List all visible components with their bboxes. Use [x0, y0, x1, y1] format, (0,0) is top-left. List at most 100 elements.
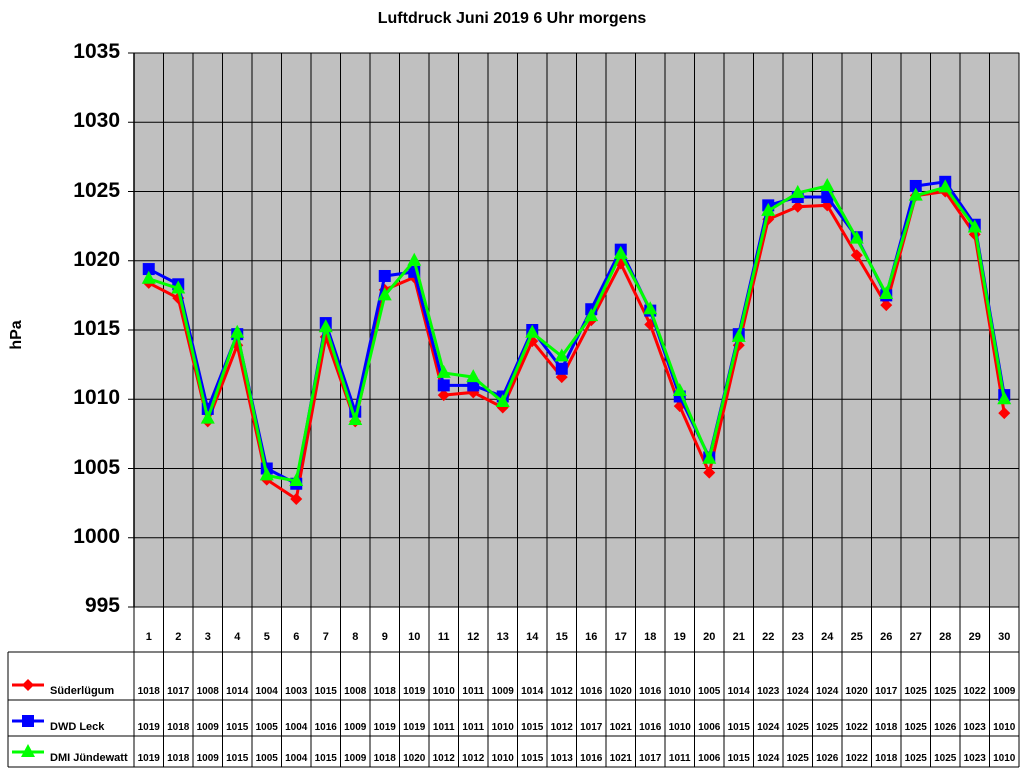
category-label: 24: [821, 631, 834, 643]
category-label: 2: [175, 631, 181, 643]
table-cell-value: 1025: [905, 686, 928, 697]
table-cell-value: 1022: [846, 753, 869, 764]
table-cell-value: 1025: [905, 753, 928, 764]
table-cell-value: 1018: [167, 722, 190, 733]
table-cell-value: 1003: [285, 686, 308, 697]
triangle-marker-icon: [584, 308, 599, 322]
table-cell-value: 1018: [374, 686, 397, 697]
table-cell-value: 1014: [521, 686, 544, 697]
triangle-marker-icon: [466, 369, 481, 383]
category-label: 21: [733, 631, 745, 643]
category-label: 15: [556, 631, 568, 643]
table-cell-value: 1009: [993, 686, 1016, 697]
table-cell-value: 1015: [728, 722, 751, 733]
triangle-marker-icon: [318, 319, 333, 333]
category-label: 20: [703, 631, 715, 643]
legend-label: DMI Jündewatt: [50, 752, 128, 764]
data-table: 1 2 3 4 5 6 7 8 9 10 11 12 13 14 15 16 17 18 19 20 21 22 23 24 2…: [7, 607, 1020, 768]
table-cell-value: 1012: [462, 753, 485, 764]
table-cell-value: 1006: [698, 722, 721, 733]
table-cell-value: 1005: [698, 686, 721, 697]
table-cell-value: 1018: [875, 753, 898, 764]
square-marker-icon: [467, 379, 480, 392]
table-cell-value: 1019: [138, 722, 161, 733]
table-cell-value: 1017: [639, 753, 662, 764]
category-label: 23: [792, 631, 804, 643]
table-cell-value: 1019: [138, 753, 161, 764]
table-cell-value: 1024: [787, 686, 810, 697]
category-label: 29: [969, 631, 981, 643]
triangle-marker-icon: [436, 364, 451, 378]
table-cell-value: 1016: [639, 722, 662, 733]
category-label: 3: [205, 631, 211, 643]
table-cell-value: 1024: [757, 753, 780, 764]
square-marker-icon: [555, 362, 568, 375]
triangle-marker-icon: [495, 394, 510, 408]
table-cell-value: 1011: [669, 753, 691, 764]
table-cell-value: 1022: [846, 722, 869, 733]
category-label: 28: [939, 631, 951, 643]
category-label: 22: [762, 631, 774, 643]
table-cell-value: 1021: [610, 753, 633, 764]
table-cell-value: 1010: [492, 722, 515, 733]
triangle-marker-icon: [820, 177, 835, 191]
table-cell-value: 1025: [787, 753, 810, 764]
category-label: 1: [146, 631, 152, 643]
table-cell-value: 1016: [639, 686, 662, 697]
category-label: 8: [352, 631, 358, 643]
category-label: 11: [438, 631, 450, 643]
square-marker-icon: [142, 263, 155, 276]
diamond-marker-icon: [850, 249, 863, 262]
category-label: 5: [264, 631, 270, 643]
series-line: [148, 184, 1006, 483]
diamond-marker-icon: [880, 299, 893, 312]
table-cell-value: 1019: [403, 722, 426, 733]
table-cell-value: 1005: [256, 722, 279, 733]
triangle-marker-icon: [289, 472, 304, 486]
y-tick-label: 1005: [73, 455, 120, 479]
table-cell-value: 1010: [669, 686, 692, 697]
table-cell-value: 1009: [344, 753, 367, 764]
table-cell-value: 1021: [610, 722, 633, 733]
table-cell-value: 1015: [521, 753, 544, 764]
table-cell-value: 1015: [521, 722, 544, 733]
table-cell-value: 1017: [580, 722, 603, 733]
triangle-marker-icon: [525, 324, 540, 338]
table-cell-value: 1004: [256, 686, 279, 697]
table-cell-value: 1017: [875, 686, 898, 697]
category-label: 19: [674, 631, 686, 643]
diamond-marker-icon: [703, 466, 716, 479]
table-cell-value: 1023: [757, 686, 780, 697]
triangle-marker-icon: [407, 252, 422, 266]
table-cell-value: 1008: [344, 686, 367, 697]
y-tick-label: 1035: [73, 40, 120, 63]
table-cell-value: 1019: [403, 686, 426, 697]
triangle-marker-icon: [997, 391, 1012, 405]
table-cell-value: 1025: [816, 722, 839, 733]
table-cell-value: 1017: [167, 686, 190, 697]
table-cell-value: 1025: [934, 686, 957, 697]
table-cell-value: 1022: [964, 686, 987, 697]
triangle-marker-icon: [702, 450, 717, 464]
table-cell-value: 1025: [787, 722, 810, 733]
y-tick-label: 1015: [73, 317, 120, 340]
table-cell-value: 1023: [964, 753, 987, 764]
series-line: [148, 189, 1006, 502]
triangle-marker-icon: [790, 184, 805, 198]
diamond-marker-icon: [290, 492, 303, 505]
triangle-marker-icon: [141, 270, 156, 284]
triangle-marker-icon: [554, 348, 569, 362]
series-2: [141, 177, 1012, 486]
category-label: 27: [910, 631, 922, 643]
triangle-marker-icon: [879, 285, 894, 299]
table-cell-value: 1011: [433, 722, 455, 733]
table-cell-value: 1011: [462, 722, 484, 733]
triangle-marker-icon: [731, 328, 746, 342]
table-cell-value: 1024: [816, 686, 839, 697]
category-label: 18: [644, 631, 656, 643]
chart-title: Luftdruck Juni 2019 6 Uhr morgens: [377, 10, 647, 27]
diamond-marker-icon: [998, 407, 1011, 420]
table-cell-value: 1011: [462, 686, 484, 697]
table-cell-value: 1019: [374, 722, 397, 733]
